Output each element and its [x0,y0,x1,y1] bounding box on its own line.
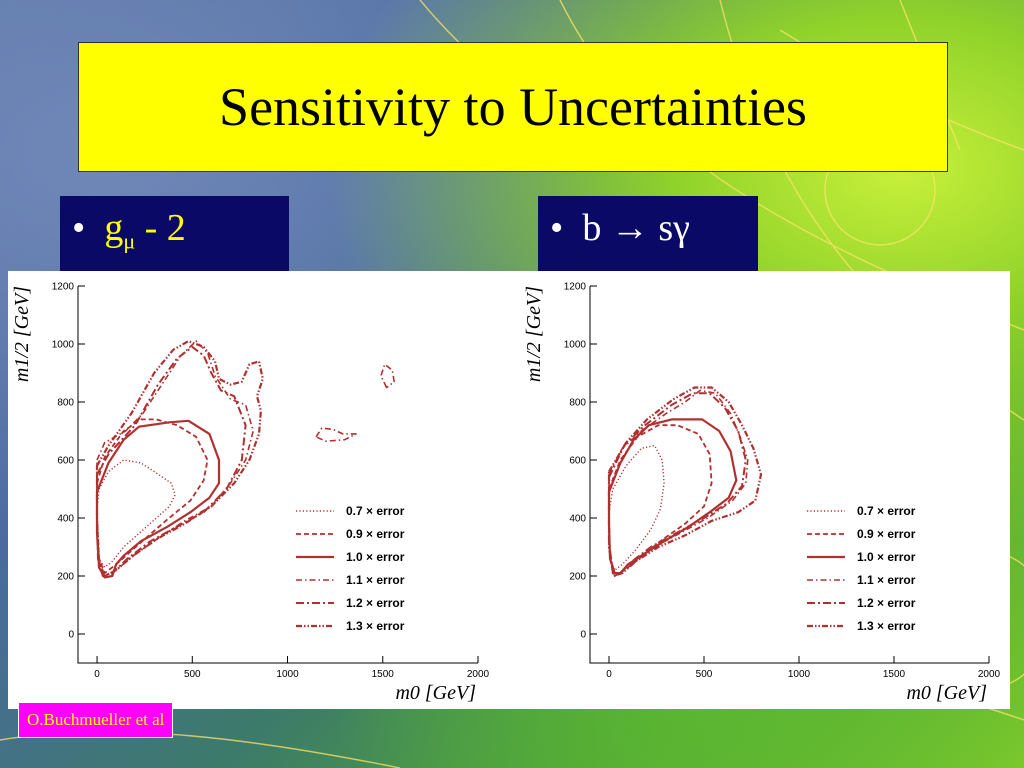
g-minus-2-rest: - 2 [135,207,186,249]
contour-solid [607,418,738,575]
y-tick-label: 200 [57,572,74,583]
bullet: • [72,207,86,249]
slide-title: Sensitivity to Uncertainties [219,77,807,137]
chart-panel-left: 0 200 400 600 800 1000 1200 0 500 1000 1500 2000 m0 … [8,271,511,709]
legend-label: 1.2 × error [346,596,405,610]
y-tick-label: 400 [57,514,74,525]
y-axis-label: m1/2 [GeV] [523,286,545,382]
mu-subscript: μ [123,228,136,254]
contour-dashdotdot [607,386,763,578]
bullet: • [550,207,564,249]
legend-label: 1.1 × error [857,573,916,587]
x-tick-label: 1000 [276,669,299,680]
axis-frame [589,286,989,664]
author-credit: O.Buchmueller et al [18,702,174,738]
y-tick-label: 1200 [564,282,587,293]
chart-b-to-s-gamma: 0 200 400 600 800 1000 1200 0 500 1000 1500 2000 m0 … [523,282,1001,705]
contour-dashdot2 [608,392,747,575]
legend-label: 0.9 × error [857,527,916,541]
x-tick-label: 0 [94,669,100,680]
contour-dotted [608,444,665,571]
x-axis-label: m0 [GeV] [395,682,476,704]
contour-dashdot [608,389,749,574]
chart-panel-right: 0 200 400 600 800 1000 1200 0 500 1000 1500 2000 m0 … [511,271,1010,709]
legend-label: 1.2 × error [857,596,916,610]
legend-label: 0.7 × error [346,504,405,518]
contour-dashdot [380,363,395,389]
label-g-minus-2: • gμ - 2 [60,196,289,272]
y-tick-label: 0 [580,630,586,641]
legend-label: 1.3 × error [346,619,405,633]
contour-dashed [608,424,713,577]
y-axis-label: m1/2 [GeV] [11,286,33,382]
chart-g-minus-2: 0 200 400 600 800 1000 1200 0 500 1000 1500 2000 m0 … [11,282,490,705]
x-tick-label: 500 [184,669,201,680]
legend-label: 1.3 × error [857,619,916,633]
legend-label: 1.1 × error [346,573,405,587]
x-tick-label: 1000 [788,669,811,680]
axis-frame [77,286,478,664]
legend-label: 0.9 × error [346,527,405,541]
y-tick-label: 600 [57,456,74,467]
x-tick-label: 500 [696,669,713,680]
x-tick-label: 2000 [467,669,490,680]
legend-label: 0.7 × error [857,504,916,518]
contour-solid [95,419,221,579]
legend-label: 1.0 × error [857,550,916,564]
contour-dashdot [96,340,254,577]
b-to-s-gamma-text: b → sγ [582,207,690,249]
y-tick-label: 0 [68,630,74,641]
y-tick-label: 1000 [564,340,587,351]
x-tick-label: 1500 [372,669,395,680]
contour-dashed [96,418,209,574]
y-tick-label: 600 [569,456,586,467]
y-tick-label: 1000 [52,340,75,351]
contour-dashdot2 [96,345,247,577]
y-tick-label: 800 [569,398,586,409]
y-tick-label: 800 [57,398,74,409]
y-tick-label: 200 [569,572,586,583]
x-tick-label: 1500 [883,669,906,680]
g-symbol: g [104,207,124,249]
contour-dashdotdot [95,340,264,578]
title-box: Sensitivity to Uncertainties [78,42,948,172]
legend-label: 1.0 × error [346,550,405,564]
label-b-to-s-gamma: • b → sγ [538,196,758,272]
x-tick-label: 0 [606,669,612,680]
x-axis-label: m0 [GeV] [906,682,987,704]
x-tick-label: 2000 [978,669,1001,680]
y-tick-label: 400 [569,514,586,525]
y-tick-label: 1200 [52,282,75,293]
contour-dashdot [315,427,357,442]
